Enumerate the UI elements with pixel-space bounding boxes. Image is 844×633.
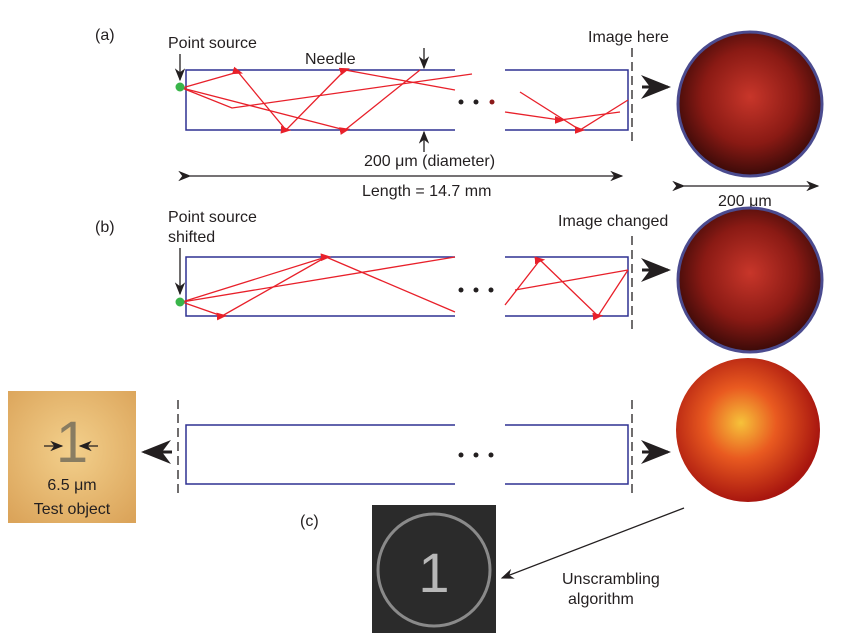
source-label: Point source — [168, 35, 257, 52]
algorithm-label: Unscrambling algorithm — [562, 571, 660, 608]
ray — [182, 257, 455, 316]
image-label: Image here — [588, 29, 669, 46]
arrow — [502, 508, 684, 578]
length-label: Length = 14.7 mm — [362, 183, 491, 200]
ellipsis — [459, 453, 494, 458]
text-line: algorithm — [568, 591, 634, 608]
needle — [186, 257, 628, 316]
needle-label: Needle — [305, 51, 356, 68]
dot — [490, 100, 495, 105]
caption: Test object — [34, 501, 111, 518]
ray — [182, 257, 326, 302]
speckle-image — [678, 208, 822, 352]
source-label: Point source shifted — [168, 209, 257, 246]
reconstruction-digit: 1 — [418, 541, 449, 604]
panel-label: (c) — [300, 513, 319, 530]
ray — [182, 70, 420, 130]
image-label: Image changed — [558, 213, 668, 230]
text-line: Point source — [168, 209, 257, 226]
panel-label: (a) — [95, 27, 115, 44]
point-source — [176, 83, 185, 92]
width-label: 6.5 μm — [47, 477, 96, 494]
ellipsis — [459, 100, 479, 105]
diameter-label: 200 μm (diameter) — [364, 153, 495, 170]
ray — [182, 257, 455, 302]
figure: (a) Point source Needle Image here 200 μ… — [0, 0, 844, 633]
needle — [186, 425, 628, 484]
ray — [520, 92, 628, 130]
point-source — [176, 298, 185, 307]
panel-b: (b) Point source shifted Image changed — [95, 208, 822, 352]
ray — [182, 70, 455, 130]
text-line: shifted — [168, 229, 215, 246]
ray — [515, 270, 628, 290]
panel-a: (a) Point source Needle Image here 200 μ… — [95, 27, 822, 210]
needle — [186, 70, 628, 130]
speckle-image — [676, 358, 820, 502]
panel-c: 1 6.5 μm Test object (c) 1 Unscrambling a… — [8, 358, 820, 633]
ray — [182, 74, 472, 108]
ellipsis — [459, 288, 494, 293]
text-line: Unscrambling — [562, 571, 660, 588]
panel-label: (b) — [95, 219, 115, 236]
speckle-image — [678, 32, 822, 176]
test-digit: 1 — [56, 410, 88, 475]
